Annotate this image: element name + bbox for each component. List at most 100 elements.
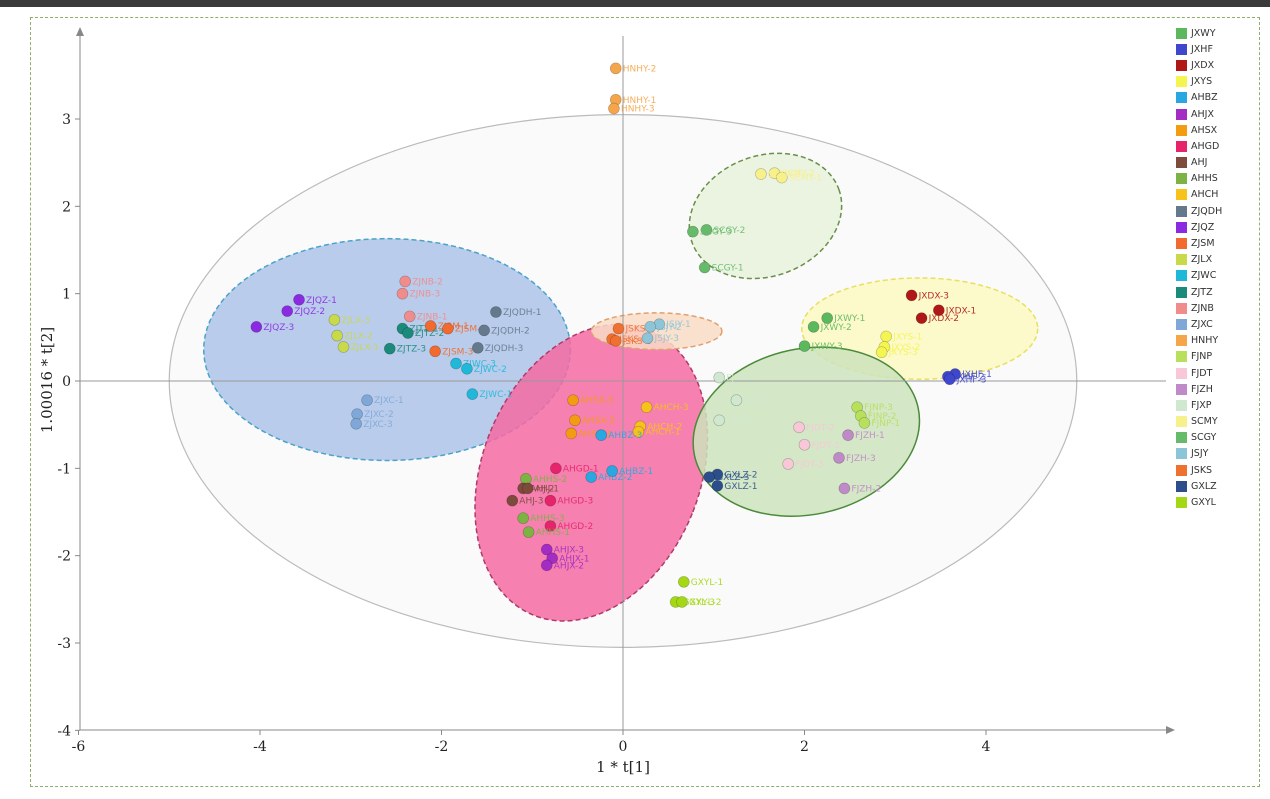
point-marker <box>905 289 918 302</box>
y-tick-label: -2 <box>57 549 71 565</box>
legend-item: ZJXC <box>1176 316 1256 332</box>
legend-item: JSKS <box>1176 462 1256 478</box>
legend: JXWY JXHF JXDX JXYS AHBZ AHJX AHSX AHGD AHJ AHHS A… <box>1176 25 1256 511</box>
legend-swatch <box>1176 59 1187 71</box>
point-marker <box>608 102 620 115</box>
point-marker <box>331 329 343 342</box>
figure-frame <box>30 17 1260 787</box>
legend-item: FJNP <box>1176 349 1256 365</box>
point-label: FJZH-2 <box>851 484 881 494</box>
data-point: ZJQDH-3 <box>471 342 523 354</box>
point-marker <box>350 417 362 430</box>
legend-label: FJDT <box>1191 367 1213 379</box>
data-point: GXLZ-3 <box>703 471 749 483</box>
point-label: JXDX-2 <box>928 314 959 324</box>
point-marker <box>293 293 305 306</box>
point-label: AHHS-2 <box>533 475 567 485</box>
y-tick-label: -3 <box>57 636 71 652</box>
data-point: AHCH-3 <box>640 401 689 413</box>
point-marker <box>522 526 535 538</box>
point-marker <box>875 346 888 358</box>
point-label: GXYL-3 <box>683 598 715 608</box>
point-label: ZJLX-1 <box>350 343 379 353</box>
point-marker <box>703 471 716 483</box>
point-label: SCGY-3 <box>700 228 732 238</box>
point-label: ZJXC-3 <box>363 420 393 430</box>
y-tick-label: 0 <box>62 374 71 390</box>
data-point: AHJX-3 <box>540 543 584 556</box>
point-marker <box>711 479 724 492</box>
point-marker <box>506 494 519 507</box>
point-label: ZJQDH-1 <box>503 308 542 318</box>
legend-swatch <box>1176 399 1187 411</box>
point-marker <box>281 305 294 317</box>
point-marker <box>776 171 788 184</box>
point-label: JXYS-2 <box>890 343 920 353</box>
point-marker <box>337 341 350 353</box>
point-marker <box>569 414 581 427</box>
data-point: FJXP-1 <box>730 394 772 406</box>
point-marker <box>466 388 479 400</box>
legend-label: FJZH <box>1191 383 1213 395</box>
point-label: SCMY-1 <box>789 174 822 184</box>
legend-label: ZJQZ <box>1191 221 1215 233</box>
point-marker <box>606 465 618 477</box>
legend-swatch <box>1176 383 1187 395</box>
point-label: JXDX-1 <box>945 306 976 316</box>
data-point: ZJLX-2 <box>331 329 373 342</box>
point-label: JXWY-1 <box>833 314 865 324</box>
legend-swatch <box>1176 416 1187 428</box>
point-marker <box>396 287 409 300</box>
point-label: JXHF-1 <box>961 370 992 380</box>
point-label: ZJNB-1 <box>417 312 448 322</box>
legend-label: JSJY <box>1191 448 1209 460</box>
point-label: JXWY-2 <box>820 323 852 333</box>
point-label: GXLZ-1 <box>724 482 757 492</box>
legend-label: JSKS <box>1191 464 1213 476</box>
point-marker <box>833 452 845 464</box>
point-label: FJZH-3 <box>846 454 876 464</box>
data-point: AHBZ-1 <box>606 465 653 477</box>
legend-swatch <box>1176 205 1187 217</box>
legend-swatch <box>1176 302 1187 314</box>
point-label: AHJ-2 <box>530 484 554 494</box>
legend-label: AHCH <box>1191 189 1219 201</box>
point-marker <box>678 576 690 588</box>
point-marker <box>641 332 654 345</box>
point-marker <box>550 462 562 475</box>
legend-item: GXYL <box>1176 494 1256 510</box>
data-point: ZJQZ-2 <box>281 305 325 317</box>
legend-label: ZJWC <box>1191 270 1217 282</box>
legend-label: FJXP <box>1191 399 1212 411</box>
point-marker <box>361 394 373 407</box>
legend-item: AHHS <box>1176 171 1256 187</box>
point-label: AHBZ-2 <box>598 473 632 483</box>
point-label: ZJQDH-2 <box>491 326 530 336</box>
y-tick-label: -4 <box>57 723 71 739</box>
legend-item: JXDX <box>1176 57 1256 73</box>
point-marker <box>461 362 473 375</box>
legend-item: JXHF <box>1176 41 1256 57</box>
legend-swatch <box>1176 464 1187 476</box>
data-point: FJXP-3 <box>713 371 754 384</box>
point-label: ZJWC-1 <box>479 390 512 400</box>
ellipse-orange-cluster <box>590 312 723 351</box>
point-marker <box>880 330 892 343</box>
legend-item: ZJLX <box>1176 252 1256 268</box>
data-point: SCMY-1 <box>776 171 822 184</box>
point-label: GXYL-1 <box>691 578 723 588</box>
point-marker <box>793 421 805 434</box>
data-point: HNHY-2 <box>609 62 656 74</box>
data-point: ZJWC-1 <box>466 388 512 400</box>
point-marker <box>838 482 851 495</box>
legend-item: FJDT <box>1176 365 1256 381</box>
legend-swatch <box>1176 335 1187 347</box>
point-marker <box>544 520 557 532</box>
legend-item: SCGY <box>1176 430 1256 446</box>
point-marker <box>755 168 767 180</box>
point-label: FJZH-1 <box>855 431 885 441</box>
point-label: ZJQZ-3 <box>263 323 294 333</box>
legend-item: AHCH <box>1176 187 1256 203</box>
legend-swatch <box>1176 140 1187 152</box>
data-point: FJNP-3 <box>851 401 893 413</box>
